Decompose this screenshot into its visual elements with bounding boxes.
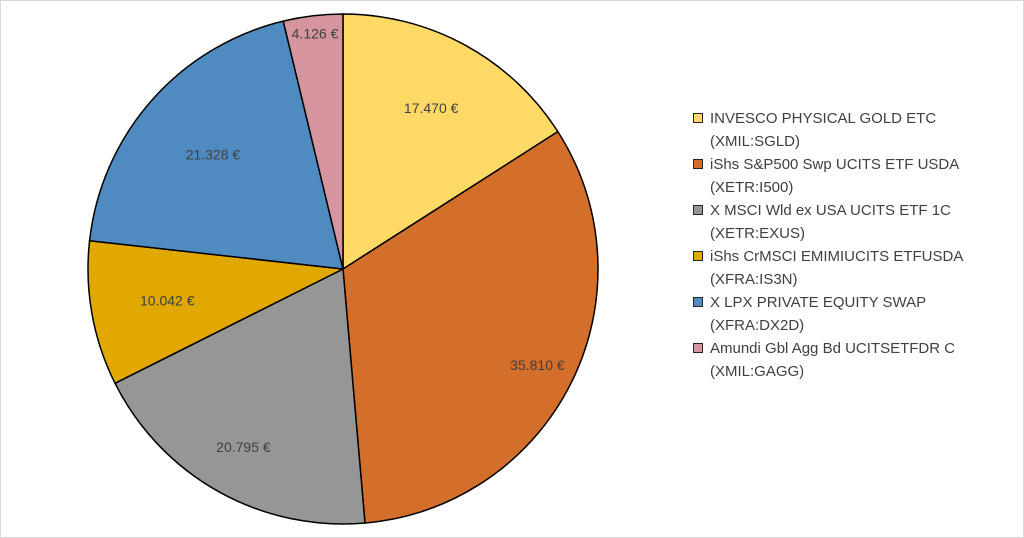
- pie-slice: [114, 267, 366, 525]
- legend-ticker: (XMIL:SGLD): [710, 133, 801, 150]
- legend-item: INVESCO PHYSICAL GOLD ETC (XMIL:SGLD): [693, 107, 1019, 153]
- legend-item: iShs CrMSCI EMIMIUCITS ETFUSDA (XFRA:IS3N…: [693, 245, 1019, 291]
- legend-swatch: [693, 159, 703, 169]
- legend-swatch: [693, 297, 703, 307]
- legend-item: X MSCI Wld ex USA UCITS ETF 1C (XETR:EXUS…: [693, 199, 1019, 245]
- legend-ticker: (XFRA:IS3N): [710, 271, 798, 288]
- legend-ticker: (XFRA:DX2D): [710, 317, 805, 334]
- legend-swatch: [693, 251, 703, 261]
- legend-item: X LPX PRIVATE EQUITY SWAP (XFRA:DX2D): [693, 291, 1019, 337]
- legend-item: iShs S&P500 Swp UCITS ETF USDA (XETR:I500…: [693, 153, 1019, 199]
- slice-value-label: 20.795 €: [216, 439, 271, 455]
- pie-slice: [282, 13, 344, 270]
- legend-ticker: (XMIL:GAGG): [710, 363, 805, 380]
- slice-value-label: 17.470 €: [404, 100, 459, 116]
- pie-slice: [342, 13, 559, 271]
- legend-label: X LPX PRIVATE EQUITY SWAP: [710, 294, 927, 311]
- legend-ticker: (XETR:I500): [710, 179, 794, 196]
- legend-label: iShs CrMSCI EMIMIUCITS ETFUSDA: [710, 248, 964, 265]
- legend-swatch: [693, 343, 703, 353]
- slice-value-label: 4.126 €: [292, 26, 339, 42]
- pie-slice: [342, 130, 599, 524]
- legend-item: Amundi Gbl Agg Bd UCITSETFDR C (XMIL:GAGG…: [693, 337, 1019, 383]
- legend-swatch: [693, 205, 703, 215]
- legend-label: INVESCO PHYSICAL GOLD ETC: [710, 110, 937, 127]
- pie-slice: [87, 239, 346, 385]
- legend-label: iShs S&P500 Swp UCITS ETF USDA: [710, 156, 960, 173]
- legend: INVESCO PHYSICAL GOLD ETC (XMIL:SGLD) iShs…: [693, 107, 1019, 383]
- legend-swatch: [693, 113, 703, 123]
- slice-value-label: 10.042 €: [140, 292, 195, 308]
- legend-label: X MSCI Wld ex USA UCITS ETF 1C: [710, 202, 951, 219]
- slice-value-label: 21.328 €: [186, 146, 241, 162]
- legend-ticker: (XETR:EXUS): [710, 225, 806, 242]
- pie-slice: [88, 20, 344, 270]
- slice-value-label: 35.810 €: [510, 357, 565, 373]
- legend-label: Amundi Gbl Agg Bd UCITSETFDR C: [710, 340, 956, 357]
